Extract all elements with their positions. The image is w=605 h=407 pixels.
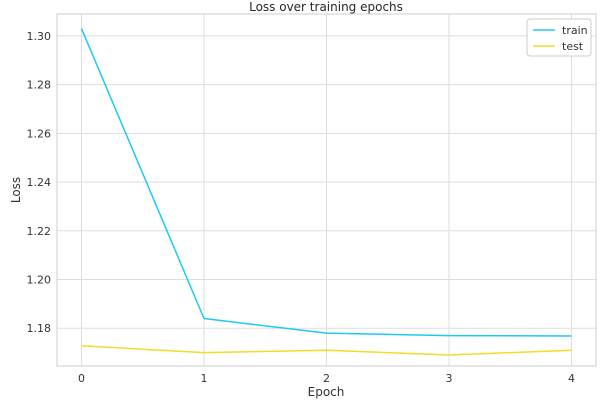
y-tick-label: 1.24 [27,176,52,189]
x-tick-label: 2 [323,372,330,385]
series-line-train [80,28,572,337]
series-lines [80,28,572,356]
y-axis-label: Loss [9,177,23,203]
y-tick-label: 1.26 [27,127,52,140]
legend-label-train: train [562,24,588,37]
grid [57,14,596,366]
y-tick-label: 1.20 [27,274,52,287]
y-tick-label: 1.30 [27,30,52,43]
plot-frame [56,13,597,367]
y-tick-label: 1.22 [27,225,52,238]
legend-label-test: test [562,40,584,53]
x-axis-label: Epoch [308,385,345,399]
x-tick-label: 3 [446,372,453,385]
chart-title: Loss over training epochs [249,0,403,14]
x-tick-label: 4 [568,372,575,385]
y-tick-labels: 1.18 1.20 1.22 1.24 1.26 1.28 1.30 [27,30,52,335]
x-tick-label: 1 [201,372,208,385]
legend: train test [526,18,592,57]
series-line-test [81,345,572,356]
y-tick-label: 1.28 [27,79,52,92]
x-tick-labels: 0 1 2 3 4 [78,372,575,385]
y-tick-label: 1.18 [27,322,52,335]
x-tick-label: 0 [78,372,85,385]
